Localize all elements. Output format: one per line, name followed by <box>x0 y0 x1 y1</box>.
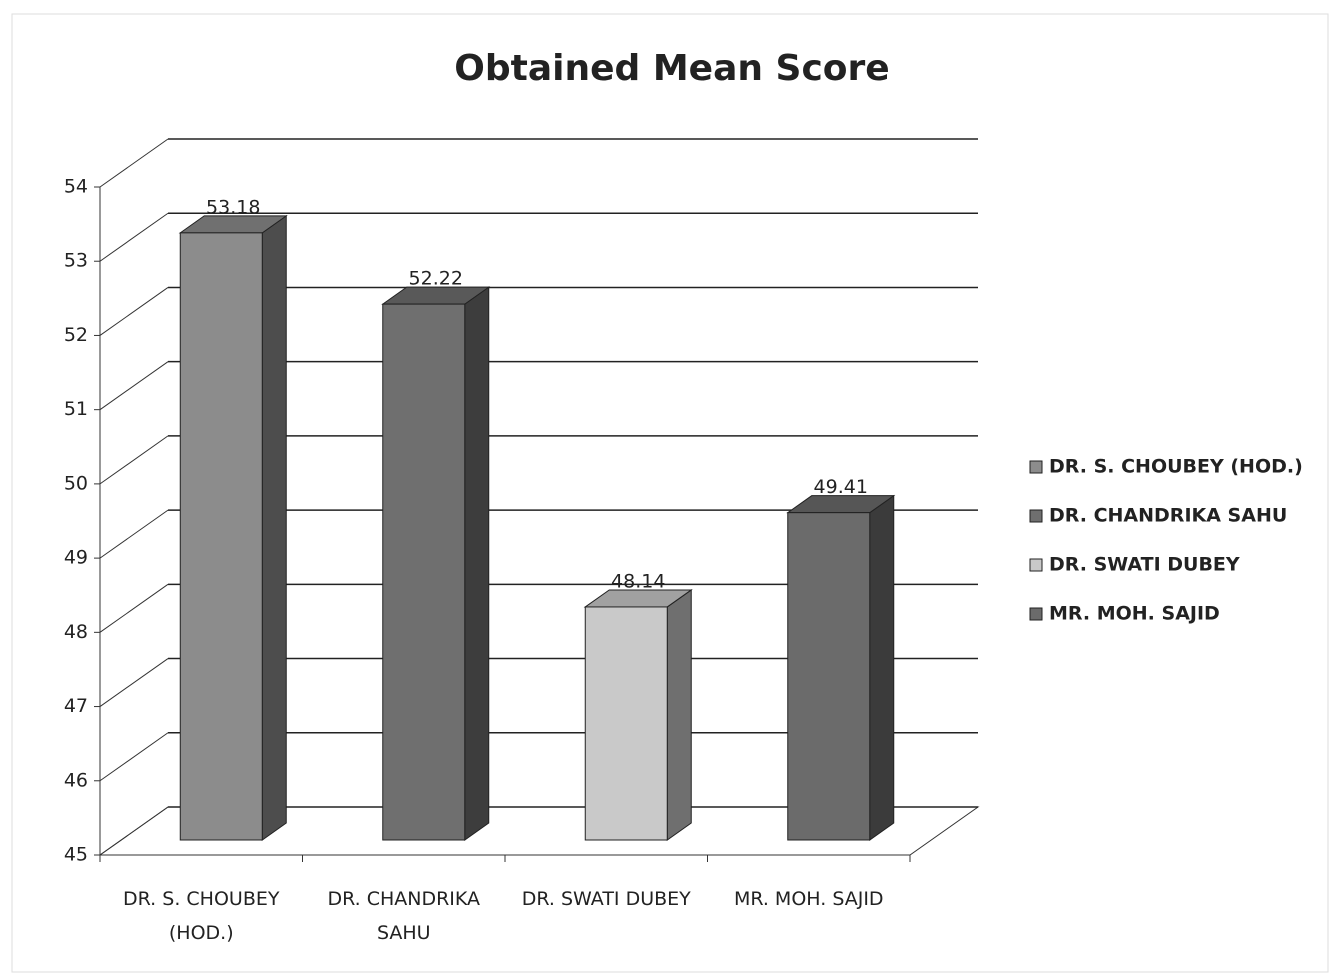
grid-line <box>99 361 169 411</box>
x-tick-label: MR. MOH. SAJID <box>733 888 884 910</box>
x-tick-label: DR. S. CHOUBEY (HOD.) <box>123 888 280 944</box>
value-label: 49.41 <box>814 476 868 498</box>
chart-title: Obtained Mean Score <box>454 48 889 89</box>
grid-line <box>99 212 169 262</box>
value-label: 53.18 <box>206 196 260 218</box>
bar-side <box>261 214 287 841</box>
bar-side <box>464 286 490 841</box>
y-tick-label: 53 <box>64 250 88 272</box>
bar <box>179 232 263 841</box>
value-label: 48.14 <box>611 570 665 592</box>
grid-line <box>99 658 169 707</box>
y-tick-label: 50 <box>64 472 88 494</box>
legend-swatch <box>1029 509 1043 523</box>
grid-line <box>99 583 169 633</box>
frame <box>11 13 1329 973</box>
grid-line <box>99 435 169 485</box>
bar <box>382 303 466 841</box>
y-tick-label: 45 <box>64 844 88 866</box>
grid-line <box>99 806 169 856</box>
legend-swatch <box>1029 607 1043 621</box>
y-tick-label: 47 <box>64 695 88 717</box>
legend-label: DR. CHANDRIKA SAHU <box>1049 505 1287 527</box>
grid-line <box>99 287 169 336</box>
legend-label: DR. SWATI DUBEY <box>1049 554 1240 576</box>
value-label: 52.22 <box>409 268 463 290</box>
y-tick-label: 54 <box>64 176 88 198</box>
x-tick-label: DR. CHANDRIKA SAHU <box>327 888 481 944</box>
legend-label: DR. S. CHOUBEY (HOD.) <box>1049 456 1303 478</box>
bar-side <box>869 494 895 841</box>
bar <box>787 512 871 841</box>
y-tick-label: 49 <box>64 547 88 569</box>
legend-swatch <box>1029 460 1043 474</box>
y-tick-label: 51 <box>64 398 88 420</box>
y-tick-label: 46 <box>64 769 88 791</box>
grid-line <box>99 732 169 782</box>
x-tick-label: DR. SWATI DUBEY <box>521 888 691 910</box>
legend-label: MR. MOH. SAJID <box>1049 603 1220 625</box>
bar <box>584 606 668 841</box>
legend-swatch <box>1029 558 1043 572</box>
y-tick-label: 52 <box>64 324 88 346</box>
grid-line <box>99 509 169 559</box>
grid-line <box>99 138 169 188</box>
bar-side <box>666 588 692 841</box>
y-tick-label: 48 <box>64 621 88 643</box>
